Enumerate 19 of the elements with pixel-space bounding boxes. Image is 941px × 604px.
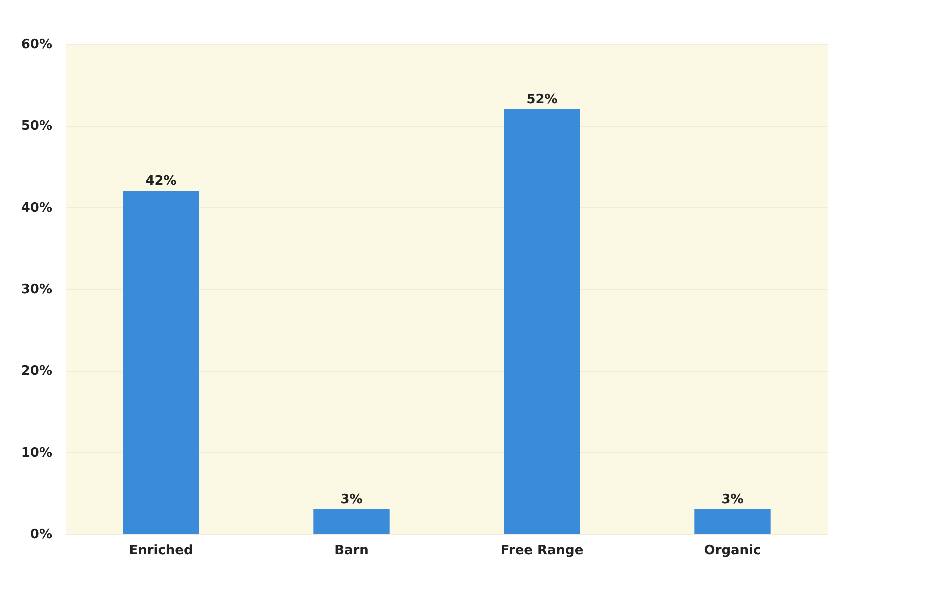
bar bbox=[694, 510, 771, 534]
y-tick-label: 10% bbox=[21, 446, 52, 461]
bar bbox=[504, 109, 580, 534]
bar bbox=[314, 510, 390, 534]
x-tick-label: Enriched bbox=[129, 544, 194, 558]
data-label: 3% bbox=[340, 492, 363, 508]
y-tick-label: 0% bbox=[30, 528, 52, 542]
data-label: 3% bbox=[722, 492, 744, 508]
data-label: 52% bbox=[526, 92, 558, 108]
x-tick-label: Barn bbox=[334, 544, 369, 558]
y-tick-label: 60% bbox=[21, 38, 52, 52]
y-tick-label: 40% bbox=[21, 200, 52, 216]
y-tick-label: 20% bbox=[21, 364, 52, 380]
y-tick-label: 30% bbox=[21, 282, 52, 298]
y-tick-label: 50% bbox=[21, 119, 52, 134]
x-tick-label: Free Range bbox=[500, 544, 584, 558]
data-label: 42% bbox=[146, 174, 177, 189]
x-tick-label: Organic bbox=[704, 544, 762, 558]
bar bbox=[123, 191, 200, 534]
